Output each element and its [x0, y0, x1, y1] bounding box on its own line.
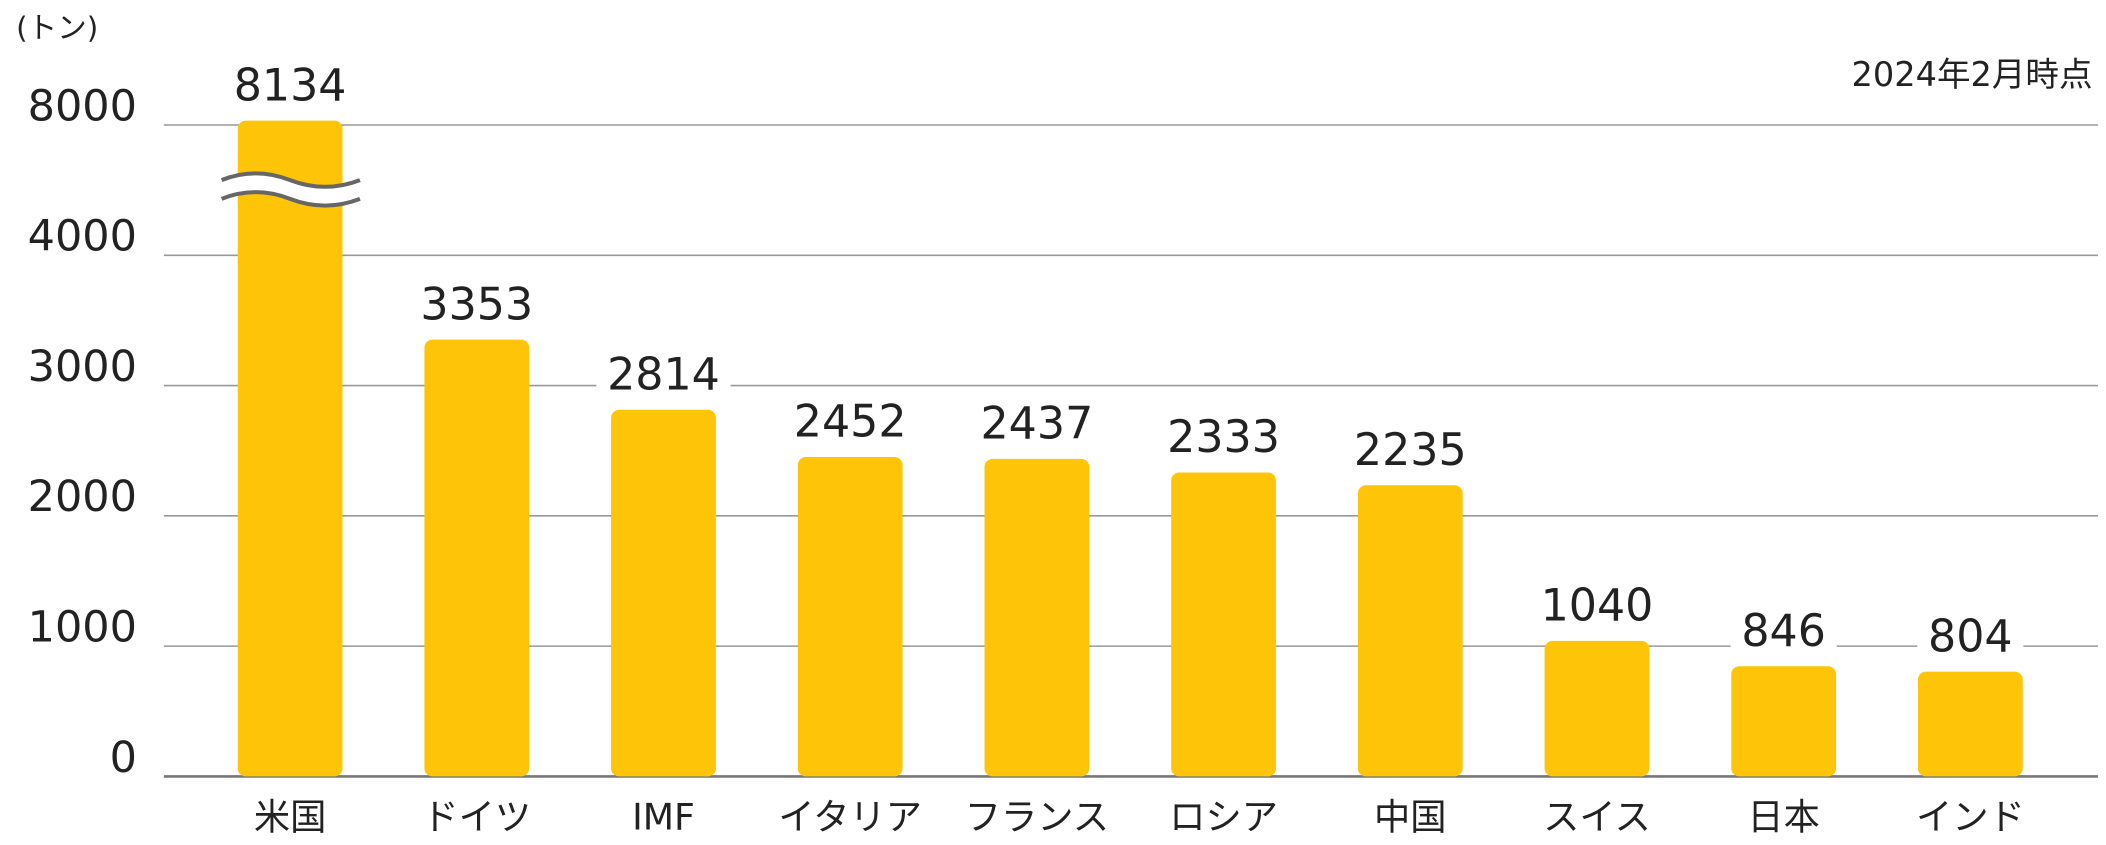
value-label-bg — [969, 398, 1105, 450]
value-label-bg — [1917, 611, 2024, 663]
y-tick-label: 4000 — [28, 212, 137, 262]
y-tick-label: 0 — [110, 733, 137, 783]
x-tick-label: ロシア — [1169, 795, 1278, 838]
y-tick-label: 1000 — [28, 603, 137, 653]
value-label: 2452 — [794, 397, 907, 448]
value-label-bg — [783, 396, 918, 448]
x-tick-label: スイス — [1543, 795, 1651, 838]
value-label: 1040 — [1541, 581, 1654, 632]
value-label-bg — [596, 349, 731, 401]
value-label: 2235 — [1354, 425, 1467, 476]
y-tick-label: 8000 — [28, 81, 137, 131]
value-label: 2333 — [1167, 412, 1280, 463]
y-axis-label: (トン) — [16, 11, 98, 45]
value-label-bg — [1529, 580, 1665, 632]
value-label-bg — [1730, 605, 1837, 657]
plot: 米国 8134 ドイツ 3353 IMF 2814 イタリア 2452 フランス 2437 ロシア 2… — [222, 60, 2025, 838]
axis-break — [220, 171, 361, 208]
x-tick-label: イタリア — [778, 795, 922, 838]
bar — [1731, 666, 1837, 777]
value-label-bg — [409, 279, 544, 331]
bar — [424, 339, 530, 777]
value-label-bg — [222, 60, 358, 112]
break-line — [220, 171, 361, 189]
annotation: 2024年2月時点 — [1852, 55, 2093, 94]
bar — [984, 458, 1090, 777]
y-tick-label: 3000 — [28, 342, 137, 392]
break-line — [220, 190, 361, 208]
break-gap — [221, 173, 360, 206]
bar — [1357, 485, 1463, 777]
x-tick-label: フランス — [965, 795, 1109, 838]
bar — [1917, 671, 2023, 777]
value-label: 846 — [1741, 606, 1826, 657]
x-tick-label: ドイツ — [422, 795, 531, 838]
value-label: 804 — [1928, 611, 2013, 662]
value-label-bg — [1156, 412, 1291, 464]
x-tick-label: インド — [1916, 795, 2025, 838]
value-label: 2437 — [980, 399, 1093, 450]
value-label: 3353 — [420, 279, 533, 330]
bar — [611, 409, 716, 777]
x-tick-label: IMF — [632, 795, 695, 838]
bar — [237, 120, 343, 777]
y-tick-label: 2000 — [28, 472, 137, 522]
x-tick-label: 中国 — [1374, 795, 1447, 838]
bar — [797, 456, 903, 777]
bar — [1171, 472, 1276, 777]
value-label-bg — [1343, 424, 1478, 476]
value-label: 8134 — [234, 60, 347, 111]
value-label: 2814 — [607, 350, 720, 401]
x-tick-label: 日本 — [1747, 795, 1820, 838]
x-tick-label: 米国 — [254, 795, 327, 838]
bar — [1544, 640, 1650, 777]
